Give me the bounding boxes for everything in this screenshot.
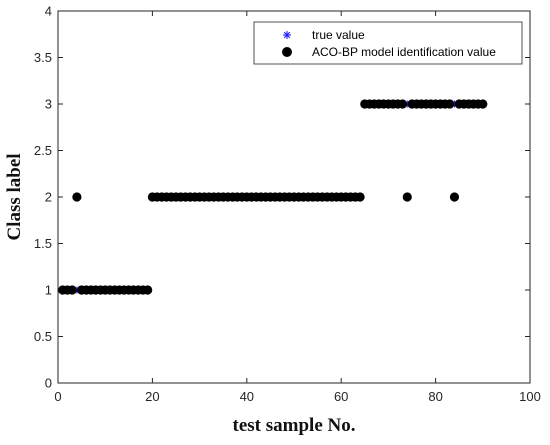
identification-value-point xyxy=(478,99,488,109)
legend-label-identification-value: ACO-BP model identification value xyxy=(312,45,496,59)
y-tick-label: 2 xyxy=(45,190,52,205)
identification-value-point xyxy=(397,99,408,109)
x-tick-label: 60 xyxy=(334,389,348,404)
identification-value-point xyxy=(67,285,77,295)
x-tick-label: 20 xyxy=(145,389,159,404)
legend-box xyxy=(253,21,523,65)
legend-entry-true-value: true value xyxy=(283,28,365,42)
y-tick-label: 0 xyxy=(45,376,52,391)
identification-value-point xyxy=(449,192,460,202)
identification-value-point xyxy=(402,192,412,202)
identification-value-point xyxy=(355,192,365,202)
asterisk-stroke xyxy=(283,31,291,39)
identification-value-point xyxy=(143,285,153,295)
x-tick-label: 100 xyxy=(519,389,541,404)
y-tick-label: 1 xyxy=(45,283,52,298)
x-tick-label: 80 xyxy=(428,389,442,404)
y-tick-label: 1.5 xyxy=(34,236,52,251)
x-tick-label: 40 xyxy=(240,389,254,404)
x-tick-label: 0 xyxy=(54,389,61,404)
y-tick-label: 0.5 xyxy=(34,329,52,344)
legend-marker-circle xyxy=(282,47,292,57)
identification-value-point xyxy=(72,192,82,202)
y-tick-label: 3.5 xyxy=(34,50,52,65)
axis-ticks: 0 20 40 60 80 100 0 0.5 1 1.5 2 2.5 3 3.5 4 xyxy=(34,4,541,405)
x-axis-title: test sample No. xyxy=(233,415,356,436)
y-axis-title: Class label xyxy=(4,153,25,240)
legend-marker-asterisk xyxy=(283,31,291,39)
legend: true value ACO-BP model identification v… xyxy=(253,21,523,65)
y-tick-label: 4 xyxy=(45,4,52,19)
legend-asterisk xyxy=(283,31,291,39)
data-points xyxy=(58,99,488,295)
y-tick-label: 3 xyxy=(45,97,52,112)
legend-entry-identification-value: ACO-BP model identification value xyxy=(282,45,496,59)
legend-label-true-value: true value xyxy=(312,28,365,42)
identification-value-point xyxy=(445,99,455,109)
y-tick-label: 2.5 xyxy=(34,143,52,158)
